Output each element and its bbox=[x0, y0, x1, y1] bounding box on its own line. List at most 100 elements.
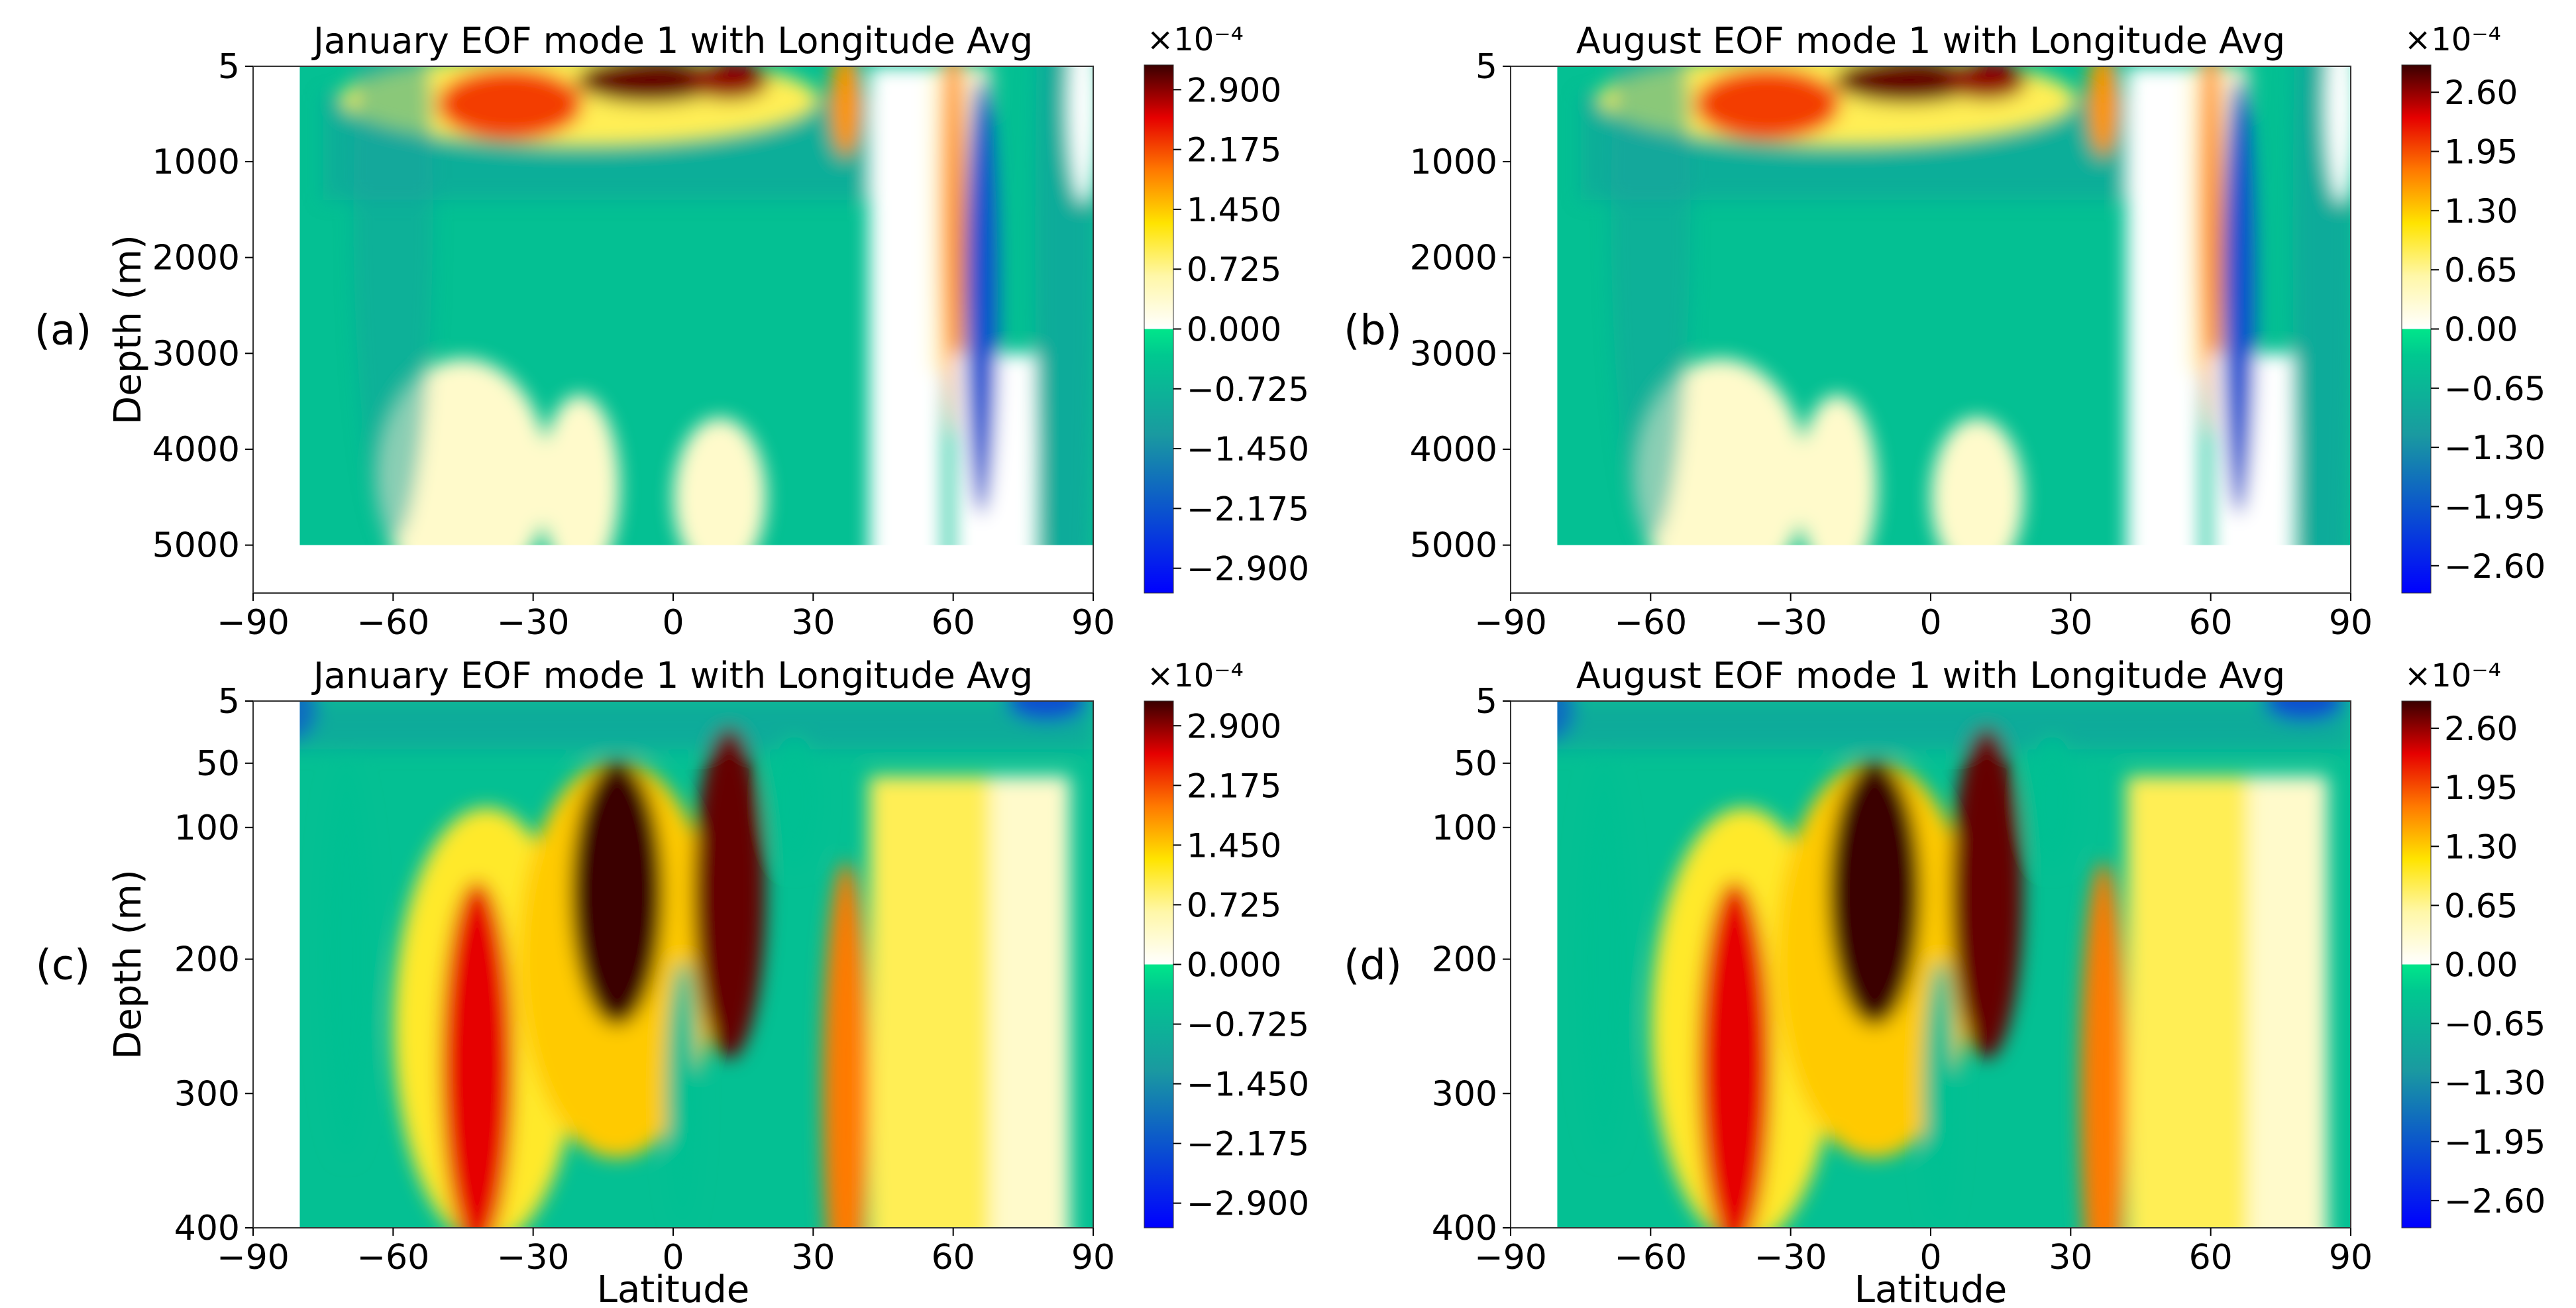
colorbar-tick-label: 2.60 bbox=[2444, 710, 2518, 748]
panel-a-colorbar: ×10⁻⁴ 2.900 2.175 1.450 0.725 0.000 −0.725 −1.4… bbox=[1144, 21, 1309, 594]
y-tick-label: 300 bbox=[174, 1074, 240, 1114]
panel-c-label: (c) bbox=[36, 941, 90, 989]
y-tick-label: 3000 bbox=[1410, 334, 1497, 374]
panel-c-colorbar: ×10⁻⁴ 2.900 2.175 1.450 0.725 0.000 −0.725 −1.4… bbox=[1144, 657, 1309, 1228]
colorbar-tick-label: −1.30 bbox=[2444, 429, 2546, 467]
field-blob bbox=[1511, 701, 2351, 749]
field-mask bbox=[1511, 701, 1558, 1228]
field-blobs bbox=[1511, 701, 2351, 1228]
colorbar-exponent: ×10⁻⁴ bbox=[1147, 657, 1244, 694]
colorbar-tick-label: −2.175 bbox=[1187, 1125, 1309, 1164]
x-tick-label: 60 bbox=[2189, 603, 2233, 643]
colorbar-gradient bbox=[1144, 700, 1174, 1228]
x-tick-label: −90 bbox=[1474, 603, 1547, 643]
y-tick-label: 3000 bbox=[152, 334, 240, 374]
x-tick-label: −60 bbox=[1614, 603, 1687, 643]
colorbar-exponent: ×10⁻⁴ bbox=[2404, 21, 2501, 58]
field-blob bbox=[1698, 881, 1772, 1228]
field-blob bbox=[253, 701, 1093, 749]
field-blob bbox=[1006, 701, 1087, 721]
panel-a-y-ticks: 5 1000 2000 3000 4000 5000 bbox=[152, 47, 253, 566]
colorbar-tick-label: −1.30 bbox=[2444, 1064, 2546, 1103]
field-blob bbox=[2126, 776, 2249, 1228]
y-tick-label: 2000 bbox=[152, 239, 240, 278]
panel-b-field bbox=[1511, 66, 2351, 593]
x-tick-label: 30 bbox=[2049, 603, 2092, 643]
y-tick-label: 5000 bbox=[152, 526, 240, 566]
panel-c: January EOF mode 1 with Longitude Avg (c… bbox=[36, 655, 1309, 1308]
field-blob bbox=[692, 728, 766, 1060]
field-blob bbox=[2025, 736, 2079, 869]
field-blob bbox=[1611, 66, 1691, 541]
colorbar-tick-label: 2.60 bbox=[2444, 74, 2518, 112]
y-tick-label: 5 bbox=[1476, 682, 1497, 722]
x-tick-label: 0 bbox=[1919, 603, 1941, 643]
colorbar-tick-label: −2.60 bbox=[2444, 1182, 2546, 1221]
field-blob bbox=[829, 66, 863, 158]
y-tick-label: 5 bbox=[218, 47, 240, 87]
y-tick-label: 50 bbox=[1454, 744, 1497, 784]
colorbar-tick-label: −0.725 bbox=[1187, 1006, 1309, 1044]
field-blob bbox=[2086, 66, 2120, 158]
colorbar-tick-label: −0.725 bbox=[1187, 370, 1309, 409]
field-blob bbox=[2248, 776, 2328, 1228]
x-tick-label: 0 bbox=[1919, 1238, 1941, 1278]
field-blobs bbox=[323, 66, 1093, 593]
field-blob bbox=[1577, 760, 1631, 1158]
field-blob bbox=[666, 961, 700, 1226]
colorbar-exponent: ×10⁻⁴ bbox=[1147, 21, 1244, 58]
colorbar-tick-label: −1.450 bbox=[1187, 1065, 1309, 1104]
x-tick-label: 90 bbox=[2329, 603, 2373, 643]
colorbar-tick-label: −2.900 bbox=[1187, 1185, 1309, 1223]
field-blob bbox=[2264, 701, 2344, 721]
y-tick-label: 50 bbox=[196, 744, 240, 784]
y-tick-label: 5 bbox=[1476, 47, 1497, 87]
colorbar-tick-label: −0.65 bbox=[2444, 370, 2546, 408]
colorbar-tick-label: 1.95 bbox=[2444, 133, 2518, 172]
y-tick-label: 400 bbox=[174, 1209, 240, 1248]
field-blob bbox=[869, 776, 991, 1228]
x-tick-label: 30 bbox=[791, 1238, 835, 1278]
x-tick-label: −90 bbox=[1474, 1238, 1547, 1278]
x-tick-label: −30 bbox=[497, 603, 570, 643]
colorbar-tick-label: −1.95 bbox=[2444, 1123, 2546, 1162]
panel-b: August EOF mode 1 with Longitude Avg (b)… bbox=[1344, 20, 2546, 643]
field-blob bbox=[1950, 728, 2023, 1060]
colorbar-tick-label: 1.450 bbox=[1187, 191, 1281, 229]
colorbar-tick-label: −2.60 bbox=[2444, 547, 2546, 586]
field-blob bbox=[1834, 66, 1980, 103]
colorbar-tick-label: 0.725 bbox=[1187, 250, 1281, 289]
colorbar-tick-label: 1.450 bbox=[1187, 826, 1281, 865]
colorbar-tick-label: 2.900 bbox=[1187, 71, 1281, 109]
panel-d-colorbar: ×10⁻⁴ 2.60 1.95 1.30 0.65 0.00 −0.65 −1.30 −1.95… bbox=[2401, 657, 2546, 1228]
field-blob bbox=[964, 77, 998, 515]
field-mask bbox=[1511, 66, 1558, 593]
field-blob bbox=[1694, 68, 1841, 141]
field-mask bbox=[1511, 545, 2351, 593]
colorbar-exponent: ×10⁻⁴ bbox=[2404, 657, 2501, 694]
field-blob bbox=[319, 760, 373, 1158]
colorbar-tick-label: 0.000 bbox=[1187, 311, 1281, 349]
field-blob bbox=[570, 761, 664, 1026]
y-tick-label: 4000 bbox=[152, 430, 240, 470]
panel-a-field bbox=[253, 66, 1093, 593]
field-blob bbox=[1067, 66, 1093, 204]
panel-d-field bbox=[1511, 701, 2351, 1228]
panel-b-y-ticks: 5 1000 2000 3000 4000 5000 bbox=[1410, 47, 1511, 566]
panel-a-x-ticks: −90 −60 −30 0 30 60 90 bbox=[217, 593, 1115, 643]
field-blob bbox=[576, 66, 723, 103]
field-mask bbox=[253, 701, 300, 1228]
field-blob bbox=[1931, 417, 2024, 577]
field-blob bbox=[540, 394, 620, 580]
colorbar-tick-label: 1.30 bbox=[2444, 828, 2518, 866]
y-tick-label: 400 bbox=[1432, 1209, 1497, 1248]
x-tick-label: 60 bbox=[932, 603, 975, 643]
colorbar-tick-label: −2.175 bbox=[1187, 490, 1309, 528]
field-blobs bbox=[1580, 66, 2351, 593]
x-tick-label: 90 bbox=[1071, 603, 1115, 643]
y-tick-label: 300 bbox=[1432, 1074, 1497, 1114]
x-tick-label: 60 bbox=[932, 1238, 975, 1278]
field-blobs bbox=[253, 701, 1093, 1228]
y-tick-label: 200 bbox=[1432, 940, 1497, 980]
